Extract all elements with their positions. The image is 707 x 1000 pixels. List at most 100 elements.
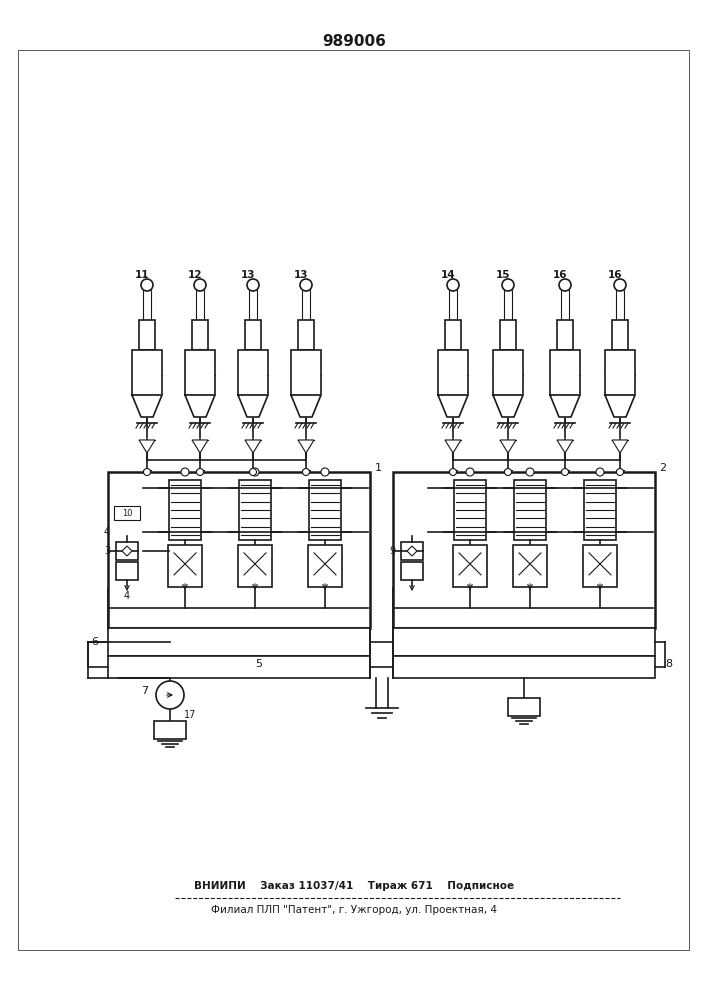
Polygon shape bbox=[122, 546, 132, 556]
Circle shape bbox=[181, 468, 189, 476]
Bar bbox=[108, 656, 370, 678]
Polygon shape bbox=[407, 546, 417, 556]
Bar bbox=[393, 628, 655, 656]
Bar bbox=[514, 480, 546, 540]
Circle shape bbox=[561, 468, 568, 476]
Bar bbox=[154, 721, 186, 739]
Circle shape bbox=[505, 468, 511, 476]
Bar bbox=[185, 350, 215, 395]
Circle shape bbox=[194, 279, 206, 291]
Bar bbox=[612, 320, 628, 350]
Polygon shape bbox=[550, 395, 580, 417]
Circle shape bbox=[251, 468, 259, 476]
Circle shape bbox=[617, 468, 624, 476]
Polygon shape bbox=[245, 440, 261, 453]
Bar bbox=[605, 350, 635, 395]
Bar bbox=[445, 320, 461, 350]
Bar bbox=[449, 290, 457, 325]
Bar bbox=[108, 588, 370, 628]
Bar bbox=[550, 350, 580, 395]
Bar bbox=[238, 350, 268, 395]
Bar bbox=[493, 350, 523, 395]
Text: Филиал ПЛП "Патент", г. Ужгород, ул. Проектная, 4: Филиал ПЛП "Патент", г. Ужгород, ул. Про… bbox=[211, 905, 497, 915]
Polygon shape bbox=[612, 440, 628, 453]
Bar bbox=[245, 320, 261, 350]
Circle shape bbox=[247, 279, 259, 291]
Circle shape bbox=[450, 468, 457, 476]
Bar bbox=[291, 350, 321, 395]
Bar bbox=[561, 290, 569, 325]
Text: 5: 5 bbox=[255, 659, 262, 669]
Text: 11: 11 bbox=[135, 270, 149, 280]
Polygon shape bbox=[438, 395, 468, 417]
Circle shape bbox=[526, 468, 534, 476]
Text: 3: 3 bbox=[104, 546, 110, 556]
Circle shape bbox=[303, 468, 310, 476]
Bar bbox=[108, 628, 370, 656]
Polygon shape bbox=[132, 395, 162, 417]
Bar bbox=[500, 320, 516, 350]
Polygon shape bbox=[139, 440, 155, 453]
Polygon shape bbox=[605, 395, 635, 417]
Bar bbox=[298, 320, 314, 350]
Polygon shape bbox=[500, 440, 516, 453]
Bar bbox=[302, 290, 310, 325]
Bar bbox=[393, 472, 655, 628]
Text: 4: 4 bbox=[124, 591, 130, 601]
Bar bbox=[116, 542, 138, 560]
Bar bbox=[393, 588, 655, 628]
Circle shape bbox=[559, 279, 571, 291]
Bar bbox=[132, 350, 162, 395]
Circle shape bbox=[502, 279, 514, 291]
Bar bbox=[401, 562, 423, 580]
Bar bbox=[508, 698, 540, 716]
Circle shape bbox=[321, 468, 329, 476]
Text: 9: 9 bbox=[389, 546, 395, 556]
Circle shape bbox=[156, 681, 184, 709]
Circle shape bbox=[300, 279, 312, 291]
Circle shape bbox=[197, 468, 204, 476]
Circle shape bbox=[144, 468, 151, 476]
Text: 14: 14 bbox=[441, 270, 455, 280]
Bar bbox=[239, 480, 271, 540]
Polygon shape bbox=[445, 440, 461, 453]
Polygon shape bbox=[238, 395, 268, 417]
Polygon shape bbox=[185, 395, 215, 417]
Bar bbox=[557, 320, 573, 350]
Bar bbox=[504, 290, 512, 325]
Bar bbox=[393, 656, 655, 678]
Text: 4: 4 bbox=[104, 527, 110, 537]
Text: ВНИИПИ    Заказ 11037/41    Тираж 671    Подписное: ВНИИПИ Заказ 11037/41 Тираж 671 Подписно… bbox=[194, 881, 514, 891]
Text: 13: 13 bbox=[241, 270, 255, 280]
Circle shape bbox=[466, 468, 474, 476]
Text: 7: 7 bbox=[141, 686, 148, 696]
Text: 16: 16 bbox=[608, 270, 622, 280]
Circle shape bbox=[250, 468, 257, 476]
Bar bbox=[513, 545, 547, 587]
Circle shape bbox=[614, 279, 626, 291]
Bar bbox=[453, 545, 487, 587]
Bar bbox=[401, 542, 423, 560]
Polygon shape bbox=[298, 440, 314, 453]
Text: 13: 13 bbox=[294, 270, 308, 280]
Bar bbox=[116, 562, 138, 580]
Circle shape bbox=[596, 468, 604, 476]
Text: 15: 15 bbox=[496, 270, 510, 280]
Bar bbox=[169, 480, 201, 540]
Text: 8: 8 bbox=[665, 659, 672, 669]
Text: 16: 16 bbox=[553, 270, 568, 280]
Text: 10: 10 bbox=[122, 508, 132, 518]
Bar bbox=[168, 545, 202, 587]
Text: 6: 6 bbox=[91, 637, 98, 647]
Bar bbox=[438, 350, 468, 395]
Text: 989006: 989006 bbox=[322, 34, 386, 49]
Text: 2: 2 bbox=[660, 463, 667, 473]
Bar bbox=[308, 545, 342, 587]
Bar bbox=[238, 545, 272, 587]
Bar bbox=[249, 290, 257, 325]
Bar bbox=[108, 472, 370, 628]
Circle shape bbox=[141, 279, 153, 291]
Bar bbox=[616, 290, 624, 325]
Circle shape bbox=[447, 279, 459, 291]
Polygon shape bbox=[493, 395, 523, 417]
